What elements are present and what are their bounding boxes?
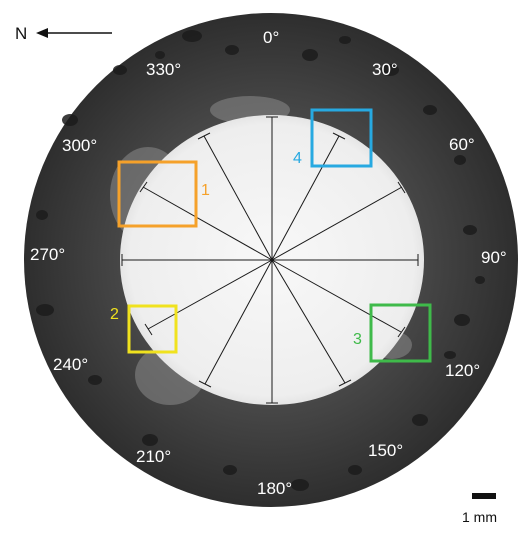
roi-box-2: [127, 304, 178, 354]
angle-label-330: 330°: [146, 60, 181, 79]
pores: [36, 30, 485, 491]
measurement-spokes: [121, 116, 419, 404]
roi-label-3: 3: [353, 331, 362, 348]
roi-box-1: [117, 160, 198, 228]
roi-label-1: 1: [201, 182, 210, 199]
angle-label-240: 240°: [53, 355, 88, 374]
angle-label-150: 150°: [368, 441, 403, 460]
roi-label-4: 4: [293, 150, 302, 167]
angle-label-270: 270°: [30, 245, 65, 264]
angle-label-180: 180°: [257, 479, 292, 498]
north-label: N: [15, 24, 27, 43]
angle-label-90: 90°: [481, 248, 507, 267]
angle-label-120: 120°: [445, 361, 480, 380]
roi-box-3: [369, 303, 432, 363]
angle-label-30: 30°: [372, 60, 398, 79]
roi-box-4: [310, 108, 373, 168]
north-arrow-icon: [36, 28, 112, 38]
angle-label-210: 210°: [136, 447, 171, 466]
scale-bar-icon: [472, 493, 496, 499]
scale-bar-label: 1 mm: [462, 509, 497, 525]
roi-label-2: 2: [110, 306, 119, 323]
angle-label-300: 300°: [62, 136, 97, 155]
angle-label-60: 60°: [449, 135, 475, 154]
angle-label-0: 0°: [263, 28, 279, 47]
